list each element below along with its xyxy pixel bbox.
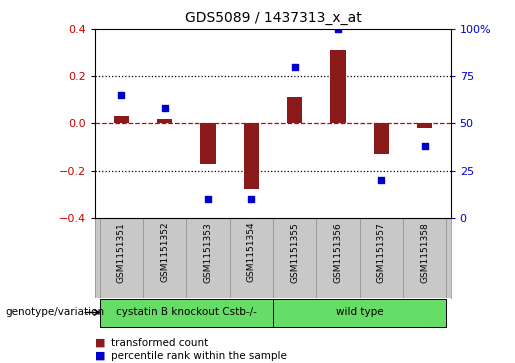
Point <box>334 26 342 32</box>
Text: transformed count: transformed count <box>111 338 208 348</box>
Point <box>117 92 125 98</box>
Text: GSM1151354: GSM1151354 <box>247 222 256 282</box>
Text: GSM1151352: GSM1151352 <box>160 222 169 282</box>
Text: genotype/variation: genotype/variation <box>5 307 104 318</box>
Point <box>161 105 169 111</box>
Text: ■: ■ <box>95 351 106 361</box>
Point <box>377 177 385 183</box>
Bar <box>287 97 302 123</box>
Point <box>204 196 212 202</box>
Bar <box>200 123 216 163</box>
Text: GSM1151357: GSM1151357 <box>377 222 386 282</box>
Bar <box>244 123 259 189</box>
Bar <box>273 299 447 327</box>
Text: wild type: wild type <box>336 307 384 318</box>
Point <box>247 196 255 202</box>
Point <box>290 64 299 70</box>
Text: GSM1151358: GSM1151358 <box>420 222 429 282</box>
Text: GSM1151353: GSM1151353 <box>203 222 213 282</box>
Bar <box>99 299 273 327</box>
Bar <box>330 50 346 123</box>
Title: GDS5089 / 1437313_x_at: GDS5089 / 1437313_x_at <box>184 11 362 25</box>
Text: GSM1151351: GSM1151351 <box>117 222 126 282</box>
Text: cystatin B knockout Cstb-/-: cystatin B knockout Cstb-/- <box>116 307 256 318</box>
Text: ■: ■ <box>95 338 106 348</box>
Text: GSM1151355: GSM1151355 <box>290 222 299 282</box>
Text: GSM1151356: GSM1151356 <box>333 222 342 282</box>
Point <box>421 143 429 149</box>
Bar <box>157 119 172 123</box>
Bar <box>374 123 389 154</box>
Bar <box>114 116 129 123</box>
Text: percentile rank within the sample: percentile rank within the sample <box>111 351 287 361</box>
Bar <box>417 123 432 128</box>
